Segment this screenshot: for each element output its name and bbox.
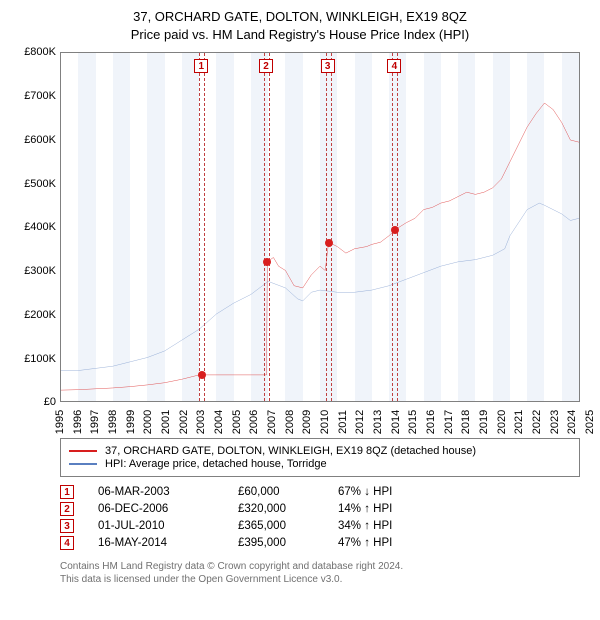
sales-row-date: 16-MAY-2014	[98, 537, 238, 549]
sales-row-price: £365,000	[238, 520, 338, 532]
sales-row-date: 01-JUL-2010	[98, 520, 238, 532]
x-tick-label: 2015	[407, 407, 419, 437]
sales-row: 3 01-JUL-2010£365,00034% ↑ HPI	[60, 519, 590, 533]
x-tick-label: 1999	[125, 407, 137, 437]
x-tick-label: 2000	[142, 407, 154, 437]
x-tick-label: 2014	[390, 407, 402, 437]
sales-row-date: 06-MAR-2003	[98, 486, 238, 498]
sales-row: 1 06-MAR-2003£60,00067% ↓ HPI	[60, 485, 590, 499]
legend-swatch	[69, 450, 97, 452]
sales-row-pct: 34% ↑ HPI	[338, 520, 428, 532]
x-tick-label: 2020	[496, 407, 508, 437]
y-tick-label: £800K	[10, 46, 56, 58]
series-line	[61, 103, 579, 390]
x-tick-label: 2008	[284, 407, 296, 437]
y-tick-label: £600K	[10, 134, 56, 146]
title-subtitle: Price paid vs. HM Land Registry's House …	[10, 26, 590, 44]
sale-marker-number: 1	[194, 59, 208, 73]
footer-line1: Contains HM Land Registry data © Crown c…	[60, 560, 580, 573]
footer: Contains HM Land Registry data © Crown c…	[60, 560, 580, 586]
x-tick-label: 2011	[337, 407, 349, 437]
chart-area: £0£100K£200K£300K£400K£500K£600K£700K£80…	[10, 52, 590, 432]
y-tick-label: £400K	[10, 221, 56, 233]
x-tick-label: 2019	[478, 407, 490, 437]
sale-dot	[325, 239, 333, 247]
sales-row-pct: 47% ↑ HPI	[338, 537, 428, 549]
sales-row: 4 16-MAY-2014£395,00047% ↑ HPI	[60, 536, 590, 550]
sales-row-pct: 67% ↓ HPI	[338, 486, 428, 498]
y-tick-label: £300K	[10, 265, 56, 277]
x-tick-label: 1995	[54, 407, 66, 437]
legend-label: HPI: Average price, detached house, Torr…	[105, 458, 327, 470]
x-tick-label: 2025	[584, 407, 596, 437]
chart-container: 37, ORCHARD GATE, DOLTON, WINKLEIGH, EX1…	[0, 0, 600, 620]
x-tick-label: 2005	[231, 407, 243, 437]
legend-item: HPI: Average price, detached house, Torr…	[69, 458, 571, 470]
y-tick-label: £200K	[10, 309, 56, 321]
sales-row-price: £320,000	[238, 503, 338, 515]
y-tick-label: £500K	[10, 178, 56, 190]
y-tick-label: £0	[10, 396, 56, 408]
title-address: 37, ORCHARD GATE, DOLTON, WINKLEIGH, EX1…	[10, 8, 590, 26]
sales-row-number: 2	[60, 502, 74, 516]
series-line	[61, 203, 579, 370]
sales-row-price: £60,000	[238, 486, 338, 498]
x-tick-label: 2013	[372, 407, 384, 437]
x-tick-label: 2002	[178, 407, 190, 437]
sales-row-pct: 14% ↑ HPI	[338, 503, 428, 515]
x-tick-label: 2001	[160, 407, 172, 437]
sales-row: 2 06-DEC-2006£320,00014% ↑ HPI	[60, 502, 590, 516]
x-tick-label: 2007	[266, 407, 278, 437]
x-tick-label: 2004	[213, 407, 225, 437]
sales-row-date: 06-DEC-2006	[98, 503, 238, 515]
x-tick-label: 2021	[513, 407, 525, 437]
legend-label: 37, ORCHARD GATE, DOLTON, WINKLEIGH, EX1…	[105, 445, 476, 457]
x-tick-label: 2010	[319, 407, 331, 437]
x-tick-label: 2023	[549, 407, 561, 437]
x-tick-label: 2016	[425, 407, 437, 437]
x-tick-label: 1996	[72, 407, 84, 437]
y-tick-label: £100K	[10, 353, 56, 365]
sales-table: 1 06-MAR-2003£60,00067% ↓ HPI 2 06-DEC-2006…	[60, 485, 590, 550]
sale-marker-number: 2	[259, 59, 273, 73]
title-block: 37, ORCHARD GATE, DOLTON, WINKLEIGH, EX1…	[10, 8, 590, 44]
x-tick-label: 1997	[89, 407, 101, 437]
x-tick-label: 2018	[460, 407, 472, 437]
x-tick-label: 2024	[566, 407, 578, 437]
sale-marker-number: 4	[387, 59, 401, 73]
y-tick-label: £700K	[10, 90, 56, 102]
legend-item: 37, ORCHARD GATE, DOLTON, WINKLEIGH, EX1…	[69, 445, 571, 457]
sales-row-number: 3	[60, 519, 74, 533]
line-series	[61, 53, 579, 401]
sale-marker-number: 3	[321, 59, 335, 73]
plot-region: 1 2 3 4	[60, 52, 580, 402]
x-tick-label: 2006	[248, 407, 260, 437]
sales-row-number: 4	[60, 536, 74, 550]
x-tick-label: 2017	[443, 407, 455, 437]
x-tick-label: 1998	[107, 407, 119, 437]
x-tick-label: 2003	[195, 407, 207, 437]
x-tick-label: 2009	[301, 407, 313, 437]
x-tick-label: 2012	[354, 407, 366, 437]
legend: 37, ORCHARD GATE, DOLTON, WINKLEIGH, EX1…	[60, 438, 580, 477]
x-tick-label: 2022	[531, 407, 543, 437]
legend-swatch	[69, 463, 97, 465]
footer-line2: This data is licensed under the Open Gov…	[60, 573, 580, 586]
sales-row-price: £395,000	[238, 537, 338, 549]
sales-row-number: 1	[60, 485, 74, 499]
